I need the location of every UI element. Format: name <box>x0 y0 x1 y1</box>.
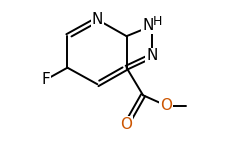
Text: H: H <box>153 15 162 28</box>
Text: F: F <box>42 72 51 87</box>
Text: N: N <box>92 12 103 27</box>
Text: O: O <box>121 117 133 132</box>
Text: O: O <box>160 98 172 113</box>
Text: N: N <box>142 18 153 33</box>
Text: N: N <box>146 48 158 63</box>
